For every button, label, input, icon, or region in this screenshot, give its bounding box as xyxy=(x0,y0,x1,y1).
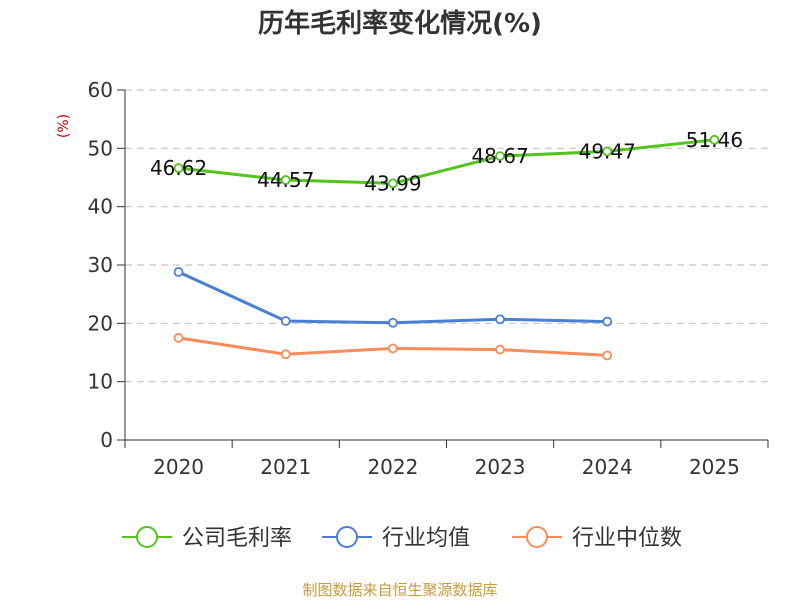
legend-item[interactable]: 行业中位数 xyxy=(512,526,682,551)
data-point xyxy=(280,316,291,326)
data-label: 48.67 xyxy=(471,144,528,168)
data-point xyxy=(495,151,505,161)
y-tick-label: 60 xyxy=(88,78,113,102)
legend[interactable]: 公司毛利率 行业均值 行业中位数 xyxy=(122,526,682,551)
y-tick-label: 50 xyxy=(88,136,113,160)
data-point xyxy=(495,344,505,355)
data-label: 49.47 xyxy=(579,139,636,163)
data-point xyxy=(388,343,398,354)
data-point xyxy=(173,163,184,173)
grid xyxy=(125,89,768,383)
data-point xyxy=(709,134,720,145)
source-note: 制图数据来自恒生聚源数据库 xyxy=(302,581,497,599)
legend-item[interactable]: 公司毛利率 xyxy=(122,526,292,551)
x-tick-label: 2025 xyxy=(689,455,740,479)
legend-marker xyxy=(336,526,358,548)
data-point xyxy=(602,146,613,157)
series-line xyxy=(177,138,716,185)
x-tick-label: 2024 xyxy=(582,455,633,479)
axes: 0 10 20 30 40 50 60 2020 2021 2022 2023 2024 2025 xyxy=(88,78,769,479)
data-point xyxy=(280,175,291,185)
y-tick-label: 30 xyxy=(88,253,113,277)
data-label: 44.57 xyxy=(257,168,314,192)
series xyxy=(173,134,720,361)
series-line xyxy=(177,270,609,325)
legend-marker xyxy=(526,526,548,548)
x-tick-label: 2021 xyxy=(260,455,311,479)
legend-label: 公司毛利率 xyxy=(182,526,292,551)
y-axis-label: (%) xyxy=(56,114,72,138)
data-point xyxy=(173,267,184,277)
data-point xyxy=(280,349,291,360)
y-tick-label: 40 xyxy=(88,195,113,219)
data-label: 51.46 xyxy=(686,128,743,152)
legend-marker xyxy=(136,526,158,548)
data-labels: 46.62 44.57 43.99 48.67 49.47 51.46 xyxy=(150,128,743,196)
data-label: 46.62 xyxy=(150,156,207,180)
x-tick-label: 2023 xyxy=(475,455,526,479)
legend-label: 行业均值 xyxy=(382,526,470,551)
y-tick-label: 10 xyxy=(88,370,113,394)
y-tick-label: 0 xyxy=(100,428,113,452)
data-point xyxy=(388,317,398,328)
legend-label: 行业中位数 xyxy=(572,526,682,551)
x-tick-label: 2022 xyxy=(367,455,418,479)
data-label: 43.99 xyxy=(364,171,421,195)
legend-item[interactable]: 行业均值 xyxy=(322,526,470,551)
data-point xyxy=(495,314,505,325)
y-tick-label: 20 xyxy=(88,311,113,335)
chart-title: 历年毛利率变化情况(%) xyxy=(258,8,542,39)
data-point xyxy=(602,316,613,327)
x-tick-label: 2020 xyxy=(153,455,204,479)
data-point xyxy=(602,350,613,361)
data-point xyxy=(388,178,398,189)
data-point xyxy=(173,333,184,343)
